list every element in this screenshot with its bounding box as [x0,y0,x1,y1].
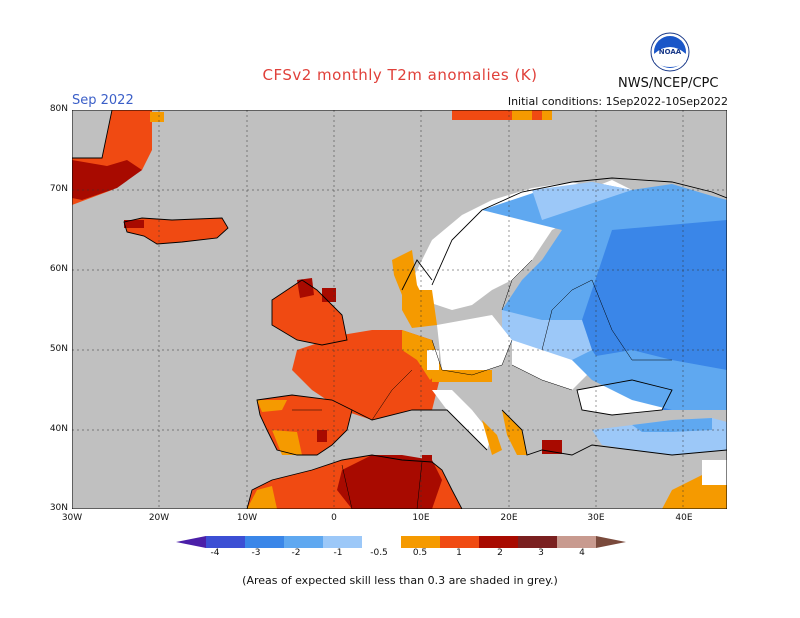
lon-label: 10W [236,513,258,523]
lon-label: 30W [61,513,83,523]
colorbar-label: -0.5 [370,548,388,558]
iceland-anomaly [124,218,228,244]
colorbar-label: -3 [251,548,261,558]
colorbar-label: 1 [456,548,462,558]
lat-label: 50N [49,344,68,354]
colorbar-swatch [440,536,479,548]
arctic-anomaly [452,110,552,120]
colorbar-swatch [401,536,440,548]
lat-label: 30N [49,503,68,513]
colorbar-swatch [518,536,557,548]
map-grid [72,110,727,509]
lon-label: 20W [148,513,170,523]
colorbar-label: 2 [497,548,503,558]
colorbar-label: 0.5 [412,548,428,558]
colorbar-swatch [206,536,245,548]
north-africa-anomaly [247,455,462,509]
valid-month-label: Sep 2022 [72,93,134,108]
lon-label: 10E [412,513,430,523]
colorbar-swatch [557,536,596,548]
colorbar-label: 3 [538,548,544,558]
lat-label: 40N [49,424,68,434]
lon-label: 30E [587,513,605,523]
lon-label: 20E [500,513,518,523]
skill-footnote: (Areas of expected skill less than 0.3 a… [242,574,558,587]
western-europe-anomaly [292,290,442,420]
lat-label: 80N [49,104,68,114]
black-sea-anomaly [572,350,727,415]
central-europe-anomaly [432,315,592,390]
colorbar-arrow-right [596,536,626,548]
lon-label: 0 [331,513,337,523]
colorbar-swatch [323,536,362,548]
colorbar-swatch [245,536,284,548]
agency-label: NWS/NCEP/CPC [618,76,719,91]
country-borders [292,259,672,509]
lon-label: 40E [675,513,693,523]
iberia-anomaly [257,395,352,455]
colorbar-label: 4 [579,548,585,558]
svg-text:NOAA: NOAA [659,48,682,56]
colorbar-label: -1 [333,548,343,558]
anomaly-map [72,110,727,509]
turkey-anomaly [592,418,727,509]
greenland-anomaly [72,110,164,205]
map-title: CFSv2 monthly T2m anomalies (K) [262,66,538,84]
colorbar-swatch [284,536,323,548]
noaa-logo: NOAA [650,32,690,72]
colorbar-swatch [362,536,401,548]
colorbar-arrow-left [176,536,206,548]
initial-conditions-label: Initial conditions: 1Sep2022-10Sep2022 [507,95,728,108]
colorbar-swatch [479,536,518,548]
lat-label: 60N [49,264,68,274]
colorbar [176,536,626,548]
colorbar-label: -4 [210,548,220,558]
colorbar-label: -2 [291,548,301,558]
lat-label: 70N [49,184,68,194]
